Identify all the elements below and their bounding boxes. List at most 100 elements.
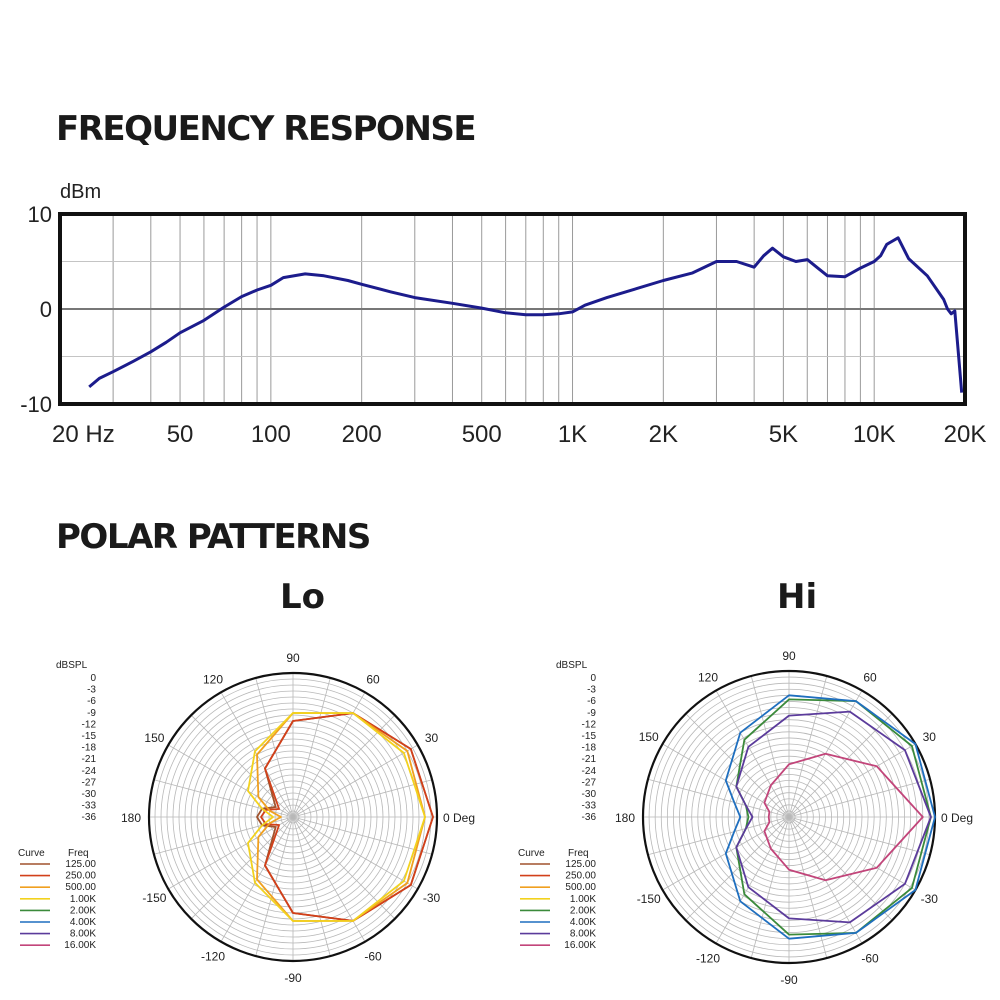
x-tick-label: 20K (944, 421, 987, 448)
polar-spoke (292, 816, 331, 957)
radial-tick-label: -9 (87, 708, 96, 719)
legend-freq-label: 500.00 (65, 882, 96, 893)
radial-tick-label: -6 (587, 696, 596, 707)
radial-tick-label: -21 (582, 754, 597, 765)
polar-spoke (788, 713, 893, 818)
polar-spoke (788, 816, 916, 891)
radial-tick-label: -27 (582, 777, 597, 788)
polar-angle-label: -60 (861, 951, 879, 965)
chart-frame (58, 212, 967, 406)
legend-freq-label: 16.00K (64, 940, 96, 951)
x-tick-label: 500 (462, 421, 502, 448)
legend-header-curve: Curve (18, 848, 45, 859)
radial-tick-label: -12 (582, 719, 597, 730)
radial-tick-label: -30 (582, 789, 597, 800)
polar-curve-16.00K (763, 752, 924, 882)
polar-spoke (788, 743, 916, 818)
radial-tick-label: -18 (582, 743, 597, 754)
polar-angle-label: -30 (423, 891, 441, 905)
polar-spoke (715, 690, 790, 818)
polar-angle-label: -30 (921, 892, 939, 906)
polar-angle-label: 120 (203, 672, 223, 686)
polar-spoke (292, 816, 433, 855)
legend-header-curve: Curve (518, 848, 545, 859)
radial-tick-label: -9 (587, 708, 596, 719)
legend-header-freq: Freq (68, 848, 89, 859)
polar-curve-4.00K (724, 694, 936, 940)
legend-freq-label: 4.00K (70, 917, 96, 928)
legend-freq-label: 4.00K (570, 917, 596, 928)
polar-angle-label: -150 (637, 892, 661, 906)
radial-tick-label: -33 (82, 801, 97, 812)
hi-polar-title: Hi (777, 577, 818, 617)
polar-angle-label: -90 (780, 973, 798, 987)
legend-freq-label: 1.00K (570, 894, 596, 905)
polar-angle-label: 150 (639, 730, 659, 744)
radial-tick-label: -12 (82, 719, 97, 730)
x-tick-label: 10K (853, 421, 896, 448)
legend-freq-label: 16.00K (564, 940, 596, 951)
polar-angle-label: 0 Deg (941, 811, 973, 825)
polar-spoke (292, 779, 433, 818)
radial-axis-label: dBSPL (556, 660, 588, 671)
polar-angle-label: 60 (366, 672, 380, 686)
polar-spoke (788, 816, 893, 921)
polar-spoke (292, 677, 331, 818)
radial-tick-label: -18 (82, 743, 97, 754)
polar-angle-label: -120 (201, 950, 225, 964)
legend-freq-label: 250.00 (565, 871, 596, 882)
polar-chart-lo: 0 Deg306090120150180-150-120-90-60-30dBS… (18, 651, 475, 985)
polar-angle-label: 60 (863, 671, 877, 685)
polar-spoke (715, 816, 790, 944)
polar-angle-label: -90 (284, 971, 302, 985)
polar-angle-label: 120 (698, 671, 718, 685)
legend-freq-label: 8.00K (570, 929, 596, 940)
polar-angle-label: 0 Deg (443, 811, 475, 825)
radial-tick-label: -24 (582, 766, 597, 777)
legend-freq-label: 250.00 (65, 871, 96, 882)
radial-tick-label: 0 (90, 673, 96, 684)
radial-tick-label: -30 (82, 789, 97, 800)
polar-spoke (788, 778, 931, 818)
polar-angle-label: 180 (615, 811, 635, 825)
polar-spoke (685, 816, 790, 921)
polar-spoke (168, 816, 294, 890)
radial-tick-label: -15 (82, 731, 97, 742)
radial-tick-label: -36 (582, 812, 597, 823)
radial-tick-label: -3 (87, 685, 96, 696)
legend-freq-label: 125.00 (65, 859, 96, 870)
polar-angle-label: -150 (142, 891, 166, 905)
polar-angle-label: -120 (696, 951, 720, 965)
y-tick-label: -10 (20, 392, 52, 417)
lo-polar-title: Lo (280, 577, 326, 617)
polar-patterns-heading: POLAR PATTERNS (56, 517, 371, 557)
response-curve (88, 236, 964, 393)
polar-spoke (255, 677, 294, 818)
y-tick-label: 10 (28, 202, 52, 227)
x-tick-label: 1K (558, 421, 587, 448)
legend-freq-label: 2.00K (570, 905, 596, 916)
polar-spoke (750, 675, 790, 818)
polar-curve-8.00K (735, 710, 932, 924)
polar-angle-label: 30 (923, 730, 937, 744)
polar-spoke (168, 744, 294, 818)
polar-angle-label: 180 (121, 811, 141, 825)
radial-tick-label: -3 (587, 685, 596, 696)
polar-curve-1.00K (247, 712, 426, 922)
x-tick-label: 2K (649, 421, 678, 448)
legend-freq-label: 8.00K (70, 929, 96, 940)
legend-freq-label: 125.00 (565, 859, 596, 870)
polar-spoke (750, 816, 790, 959)
x-tick-label: 5K (769, 421, 798, 448)
polar-spoke (647, 778, 790, 818)
legend-freq-label: 2.00K (70, 905, 96, 916)
radial-tick-label: -21 (82, 754, 97, 765)
legend-header-freq: Freq (568, 848, 589, 859)
polar-spoke (292, 816, 418, 890)
polar-curve-250.00 (260, 712, 434, 922)
polar-angle-label: 30 (425, 731, 439, 745)
legend-freq-label: 500.00 (565, 882, 596, 893)
y-tick-label: 0 (40, 297, 52, 322)
